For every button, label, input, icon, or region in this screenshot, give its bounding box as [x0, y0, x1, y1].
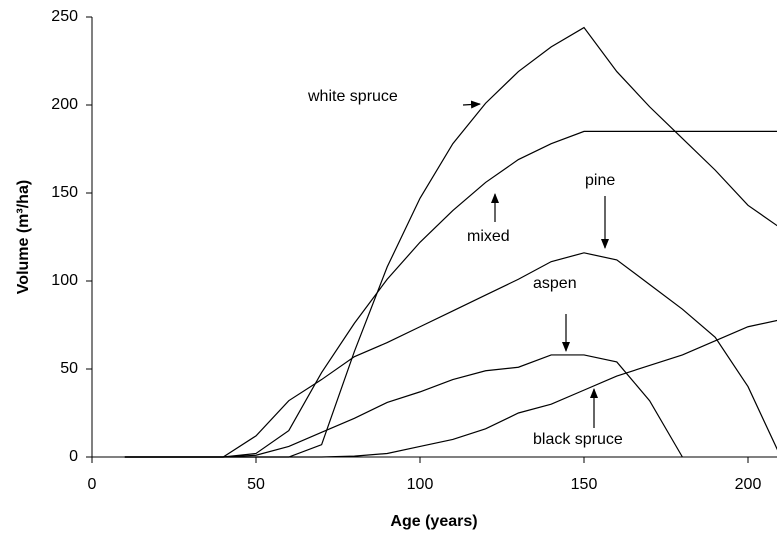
y-tick-label: 0: [69, 448, 78, 465]
plot-area: [124, 26, 777, 458]
y-tick-label: 250: [51, 8, 78, 25]
y-tick-label: 50: [60, 360, 78, 377]
y-axis-title: Volume (m³/ha): [15, 180, 32, 294]
y-tick-label: 150: [51, 184, 78, 201]
series-label: pine: [585, 172, 615, 189]
x-tick-label: 50: [247, 476, 265, 493]
series-label: white spruce: [307, 88, 398, 105]
annotation-arrow: [462, 100, 481, 109]
x-axis-title: Age (years): [390, 513, 477, 530]
y-tick-label: 100: [51, 272, 78, 289]
series-line: [124, 130, 777, 458]
series-label: mixed: [467, 228, 510, 245]
series-label: aspen: [533, 275, 577, 292]
series-line: [124, 26, 777, 458]
series-label: black spruce: [533, 431, 623, 448]
y-tick-label: 200: [51, 96, 78, 113]
x-tick-label: 200: [735, 476, 762, 493]
series-line: [124, 252, 777, 458]
x-tick-label: 0: [88, 476, 97, 493]
series-line: [124, 319, 777, 458]
x-tick-label: 100: [407, 476, 434, 493]
x-tick-label: 150: [571, 476, 598, 493]
